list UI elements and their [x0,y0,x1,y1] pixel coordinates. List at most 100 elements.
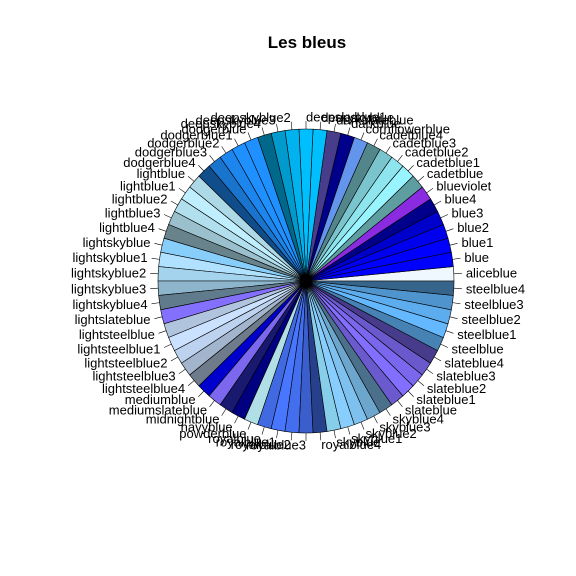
pie-label-tick [151,302,160,305]
pie-label-tick [417,380,425,387]
pie-label-cornflowerblue: cornflowerblue [365,121,450,136]
pie-label-tick [170,200,178,206]
pie-label-deepskyblue: deepskyblue [321,110,394,125]
pie-label-steelblue: steelblue [452,342,504,357]
pie-label-cadetblue4: cadetblue4 [379,128,443,143]
pie-label-blue4: blue4 [445,192,477,207]
pie-label-dodgerblue4: dodgerblue4 [123,155,195,170]
pie-label-royalblue: royalblue [208,431,261,446]
pie-label-cadetblue2: cadetblue2 [405,145,469,160]
pie-label-tick [445,228,454,232]
pie-label-tick [333,430,336,439]
pie-label-midnightblue: midnightblue [146,411,220,426]
pie-label-blue2: blue2 [457,220,489,235]
pie-label-tick [360,132,365,141]
pie-label-deepskyblue1: deepskyblue1 [306,110,386,125]
pie-label-tick [261,426,265,435]
pie-label-tick [221,408,227,416]
pie-label-tick [154,242,163,246]
pie-label-lightblue3: lightblue3 [105,205,161,220]
pie-label-steelblue3: steelblue3 [464,297,523,312]
pie-label-tick [247,132,252,141]
pie-label-tick [397,400,403,407]
pie-label-tick [151,257,160,260]
pie-label-royalblue3: royalblue3 [246,438,306,453]
pie-label-tick [158,228,167,232]
pie-label-tick [407,164,414,172]
pie-label-tick [261,127,265,136]
pie-label-lightsteelblue4: lightsteelblue4 [102,381,185,396]
pie-label-tick [247,421,252,430]
pie-label-tick [426,187,434,194]
pie-label-steelblue2: steelblue2 [461,312,520,327]
pie-label-tick [445,330,454,334]
pie-label-tick [290,432,293,441]
pie-label-darkblue: darkblue [351,116,401,131]
pie-label-tick [198,164,205,172]
pie-label-aliceblue: aliceblue [466,266,517,281]
pie-label-skyblue: skyblue [336,435,380,450]
pie-label-slateblue2: slateblue2 [427,381,486,396]
pie-label-tick [452,302,461,305]
pie-labels: aliceblueblueblue1blue2blue3blue4bluevio… [71,110,525,453]
pie-label-mediumblue: mediumblue [125,392,196,407]
pie-label-slateblue4: slateblue4 [445,356,504,371]
pie-label-tick [178,368,186,375]
pie-label-tick [170,356,178,362]
pie-label-tick [385,146,391,154]
pie-label-cadetblue: cadetblue [427,166,483,181]
pie-label-mediumslateblue: mediumslateblue [109,402,207,417]
pie-label-tick [373,138,378,147]
pie-label-tick [385,408,391,416]
pie-label-deepskyblue4: deepskyblue4 [181,116,261,131]
pie-label-tick [417,175,425,182]
pie-label-tick [198,390,205,398]
pie-label-skyblue4: skyblue4 [393,411,444,426]
pie-label-royalblue4: royalblue4 [321,437,381,452]
pie-label-lightblue: lightblue [137,166,185,181]
pie-slices [157,128,455,434]
pie-label-deepskyblue3: deepskyblue3 [195,112,275,127]
pie-label-tick [221,146,227,154]
pie-label-tick [440,343,449,348]
pie-label-dodgerblue: dodgerblue [181,121,246,136]
pie-label-tick [434,356,442,362]
pie-label-skyblue3: skyblue3 [379,419,430,434]
pie-label-tick [187,175,195,182]
pie-label-tick [407,390,414,398]
pie-label-tick [449,242,458,246]
pie-label-tick [426,368,434,375]
pie-label-dodgerblue1: dodgerblue1 [160,128,232,143]
pie-label-tick [347,426,351,435]
pie-label-tick [452,257,461,260]
pie-label-deepskyblue2: deepskyblue2 [211,110,291,125]
pie-label-navyblue: navyblue [181,419,233,434]
pie-label-slateblue3: slateblue3 [436,369,495,384]
pie-label-slateblue1: slateblue1 [416,392,475,407]
pie-label-skyblue2: skyblue2 [365,426,416,441]
pie-label-blueviolet: blueviolet [436,178,491,193]
pie-label-tick [163,343,172,348]
pie-label-lightsteelblue2: lightsteelblue2 [84,356,167,371]
pie-label-powderblue: powderblue [179,426,246,441]
pie-label-tick [440,214,449,219]
pie-label-tick [163,214,172,219]
pie-label-tick [373,415,378,424]
pie-label-cadetblue3: cadetblue3 [393,136,457,151]
pie-label-royalblue1: royalblue1 [216,435,276,450]
pie-label-blue3: blue3 [452,205,484,220]
pie-label-tick [319,432,322,441]
pie-label-skyblue1: skyblue1 [351,431,402,446]
pie-label-lightsteelblue1: lightsteelblue1 [77,342,160,357]
pie-label-tick [209,400,215,407]
pie-label-tick [449,316,458,320]
pie-label-steelblue1: steelblue1 [457,327,516,342]
pie-label-tick [178,187,186,194]
pie-label-dodgerblue2: dodgerblue2 [147,136,219,151]
pie-label-tick [319,121,322,130]
pie-label-tick [276,123,279,132]
pie-label-tick [290,121,293,130]
pie-label-dodgerblue3: dodgerblue3 [135,145,207,160]
pie-label-lightskyblue2: lightskyblue2 [71,266,146,281]
